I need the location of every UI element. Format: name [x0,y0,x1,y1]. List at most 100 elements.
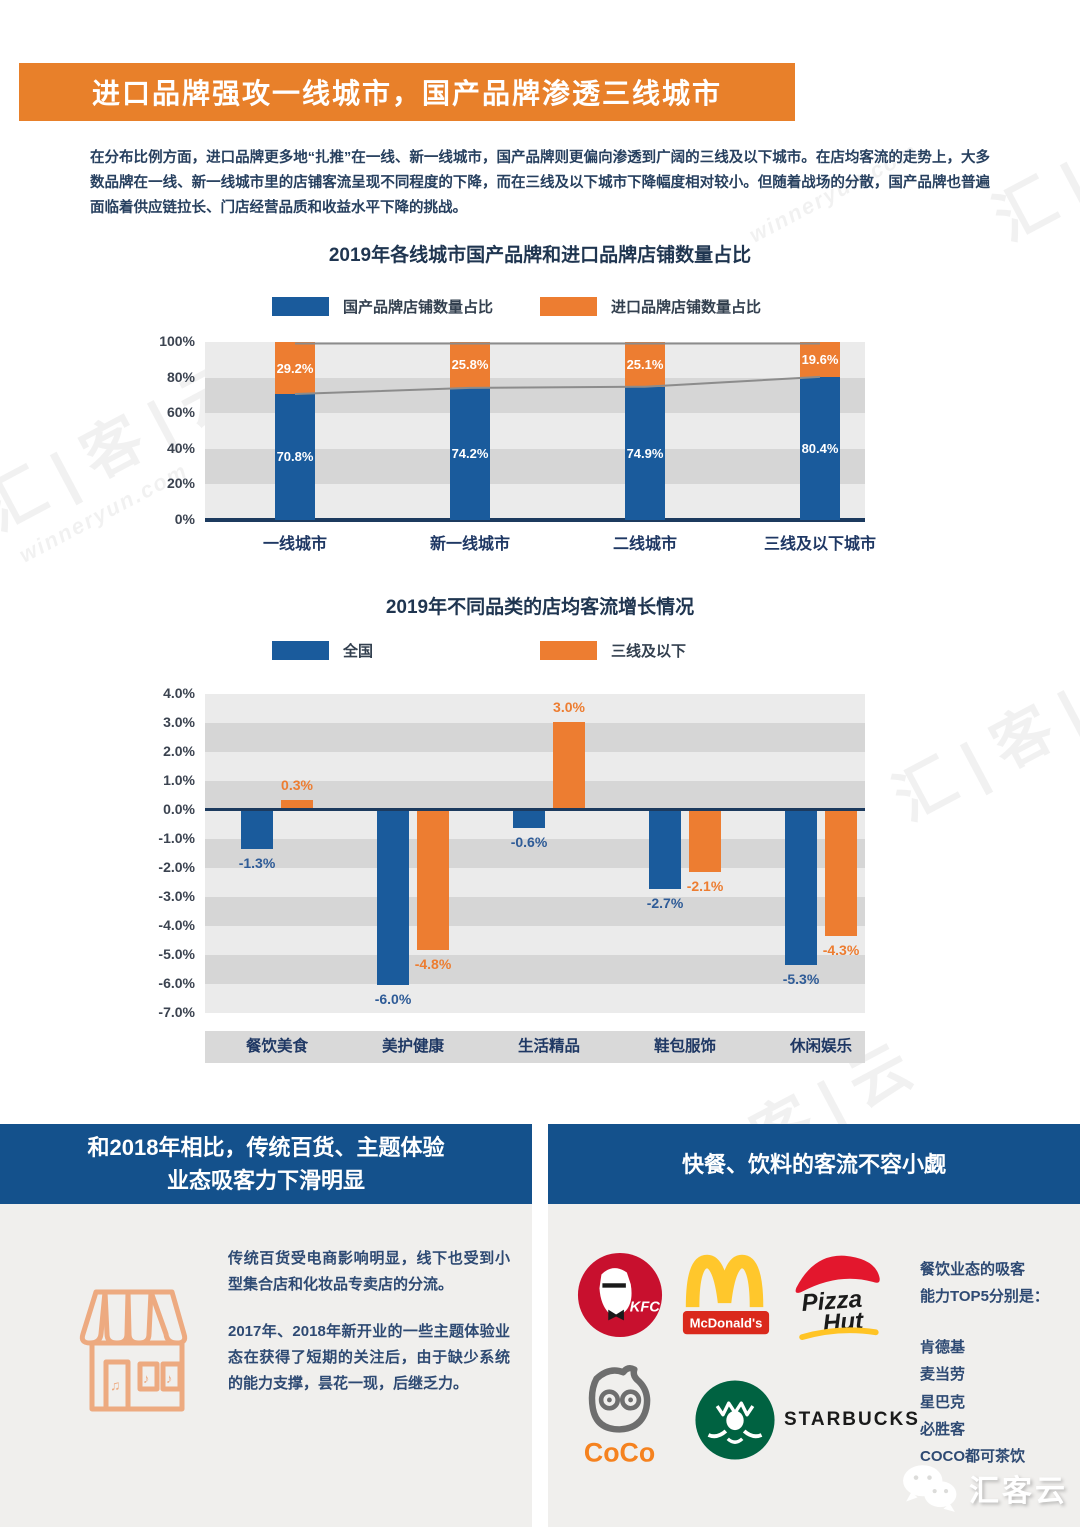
top5-item: 麦当劳 [920,1366,966,1384]
x-axis-category-label: 美护健康 [381,1038,444,1055]
chart1-baseline [205,518,865,522]
top5-item: 肯德基 [920,1339,966,1356]
stacked-bar: 29.2% 70.8% [275,342,315,520]
legend-item: 进口品牌店铺数量占比 [540,296,808,317]
bar-tier3 [689,811,721,872]
top5-heading-line2: 能力TOP5分别是： [920,1288,1049,1305]
y-tick-label: 3.0% [163,714,195,730]
grid-band [205,868,865,897]
x-axis-category-label: 休闲娱乐 [789,1038,852,1055]
chart1-title: 2019年各线城市国产品牌和进口品牌店铺数量占比 [328,245,752,266]
grid-band [205,723,865,752]
y-tick-label: -2.0% [158,859,195,875]
bar-segment-import: 25.8% [450,342,490,388]
y-tick-label: 1.0% [163,772,195,788]
bar-value-label: -6.0% [374,991,412,1007]
grid-band [205,342,865,378]
bar-value-label: -2.1% [686,877,724,894]
grid-band [205,448,865,485]
top5-block: 餐饮业态的吸客 能力TOP5分别是： 肯德基 麦当劳 星巴克 必胜客 COCO都… [920,1256,1070,1470]
legend-item: 国产品牌店铺数量占比 [272,296,540,317]
y-tick-label: -6.0% [158,975,195,991]
bar-value-label: 74.9% [626,445,664,461]
pizza-hut-logo-icon: Pizza Hut [788,1249,886,1346]
kfc-logo-icon: KFC [576,1251,664,1344]
y-tick-label: 60% [166,404,195,421]
chart2-plot: -1.3% 0.3% -6.0% -4.8% -0.6% 3.0% -2.7% -2.1% -5… [205,694,865,1013]
starbucks-logo: STARBUCKS [694,1379,920,1461]
y-tick-label: -4.0% [158,917,195,933]
legend-label: 全国 [343,643,374,660]
bar-tier3 [825,811,857,936]
section-right-banner: 快餐、饮料的客流不容小觑 [548,1124,1080,1204]
kfc-logo-text: KFC [630,1300,661,1316]
bar-value-label: -2.7% [646,895,684,912]
y-tick-label: -7.0% [158,1004,195,1020]
legend-item: 三线及以下 [540,640,808,661]
starbucks-logo-icon [695,1379,775,1460]
grid-band [205,984,865,1013]
y-tick-label: 20% [166,475,195,492]
bar-value-label: 80.4% [801,440,839,456]
bar-value-label: 29.2% [276,360,314,376]
bar-segment-domestic: 74.9% [625,386,665,520]
top5-item: COCO都可茶饮 [920,1448,1026,1466]
bar-segment-import: 29.2% [275,342,315,394]
bar-value-label: 3.0% [553,699,585,715]
grid-band [205,694,865,723]
bar-national [785,811,817,965]
y-tick-label: 0.0% [163,801,195,817]
x-axis-category-label: 生活精品 [517,1038,580,1055]
intro-paragraph: 在分布比例方面，进口品牌更多地“扎推”在一线、新一线城市，国产品牌则更偏向渗透到… [90,150,990,216]
legend-label: 进口品牌店铺数量占比 [611,299,762,316]
bar-tier3 [553,722,585,809]
y-tick-label: -1.0% [158,830,195,846]
grid-band [205,839,865,868]
page-title: 进口品牌强攻一线城市，国产品牌渗透三线城市 [91,78,722,109]
storefront-icon: ♪ ♪ ♫ [62,1282,212,1427]
x-axis-category-label: 三线及以下城市 [763,536,876,553]
banner-text-line1: 和2018年相比，传统百货、主题体验 [87,1135,445,1160]
x-axis-category-label: 鞋包服饰 [653,1038,716,1055]
coco-logo-icon: CoCo [576,1364,664,1475]
chart1-x-axis: 一线城市 新一线城市 二线城市 三线及以下城市 [205,530,876,554]
x-axis-category-label: 餐饮美食 [245,1038,308,1055]
chart1-legend: 国产品牌店铺数量占比 进口品牌店铺数量占比 [0,296,1080,317]
wechat-icon [903,1465,957,1512]
bar-national [241,811,273,849]
bar-national [649,811,681,890]
stacked-bar: 25.1% 74.9% [625,342,665,520]
y-tick-label: 2.0% [163,743,195,759]
bar-segment-domestic: 74.2% [450,387,490,520]
y-tick-label: 4.0% [163,685,195,701]
legend-swatch-orange-icon [540,641,597,660]
grid-band [205,926,865,955]
legend-label: 三线及以下 [611,643,687,660]
section-fast-food: 快餐、饮料的客流不容小觑 KFC McDo [548,1124,1080,1527]
top5-item: 星巴克 [920,1393,966,1411]
x-axis-category-label: 一线城市 [262,536,327,553]
bar-segment-import: 25.1% [625,342,665,387]
chart1-y-axis: 100% 80% 60% 40% 20% 0% [120,333,195,527]
wechat-account-name: 汇客云 [969,1475,1068,1508]
top5-heading-line1: 餐饮业态的吸客 [920,1261,1026,1278]
stacked-bar: 19.6% 80.4% [800,342,840,520]
x-axis-category-label: 二线城市 [612,536,677,553]
y-tick-label: 40% [166,439,195,456]
chart2-y-axis: 4.0% 3.0% 2.0% 1.0% 0.0% -1.0% -2.0% -3.0% -4.0%… [120,685,195,1020]
bar-value-label: 19.6% [801,351,839,367]
grid-band [205,781,865,810]
bar-value-label: -0.6% [510,834,548,851]
mcdonalds-logo-text: McDonald's [690,1315,763,1330]
chart1-plot: 29.2% 70.8% 25.8% 74.2% 25.1% 74.9% 19.6% 80.4% [205,342,865,520]
legend-swatch-orange-icon [540,297,597,316]
chart2-title: 2019年不同品类的店均客流增长情况 [385,597,695,618]
y-tick-label: -3.0% [158,888,195,904]
legend-label: 国产品牌店铺数量占比 [343,299,494,316]
y-tick-label: 0% [174,511,195,527]
pizza-hut-logo-text1: Pizza [801,1286,863,1317]
bar-value-label: -4.3% [822,941,860,958]
bar-value-label: -5.3% [782,970,820,987]
wechat-account-badge: 汇客云 [901,1463,1068,1513]
bar-value-label: 70.8% [276,449,314,465]
